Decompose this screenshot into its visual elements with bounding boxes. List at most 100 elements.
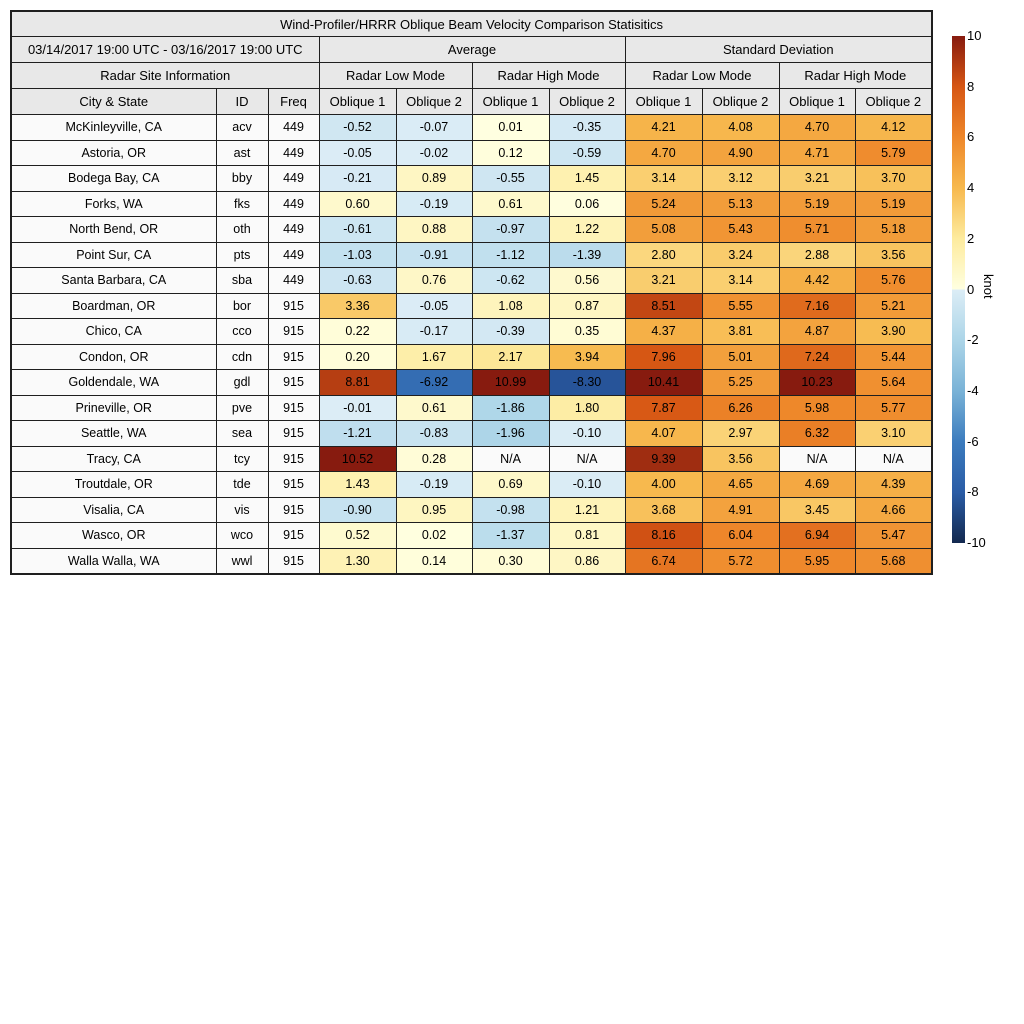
value-cell: -0.59 (548, 139, 626, 166)
colorbar-tick-label: -2 (967, 332, 979, 348)
mode-header-row: Radar Site Information Radar Low Mode Ra… (10, 62, 933, 89)
freq-cell: 915 (267, 547, 320, 574)
date-range: 03/14/2017 19:00 UTC - 03/16/2017 19:00 … (10, 36, 320, 63)
site-id-cell: sea (215, 420, 269, 447)
value-cell: 4.91 (701, 496, 780, 523)
id-header: ID (215, 88, 269, 115)
freq-cell: 915 (267, 292, 320, 319)
site-id-cell: tcy (215, 445, 269, 472)
site-id-cell: ast (215, 139, 269, 166)
freq-cell: 915 (267, 394, 320, 421)
value-cell: -1.39 (548, 241, 626, 268)
value-cell: -0.05 (395, 292, 473, 319)
value-cell: -1.96 (471, 420, 550, 447)
value-cell: -1.37 (471, 522, 550, 549)
value-cell: 0.86 (548, 547, 626, 574)
table-row: North Bend, OR oth 449 -0.61 0.88 -0.97 1.22 5.… (10, 216, 933, 243)
freq-cell: 915 (267, 318, 320, 345)
freq-header: Freq (267, 88, 320, 115)
value-cell: 2.88 (778, 241, 856, 268)
value-cell: -0.39 (471, 318, 550, 345)
value-cell: -1.03 (318, 241, 397, 268)
freq-cell: 449 (267, 190, 320, 217)
value-cell: 1.30 (318, 547, 397, 574)
table-row: Astoria, OR ast 449 -0.05 -0.02 0.12 -0.59 4.70… (10, 139, 933, 166)
group-std-header: Standard Deviation (624, 36, 933, 63)
table-row: Prineville, OR pve 915 -0.01 0.61 -1.86 1.80 7.… (10, 394, 933, 421)
table-row: Walla Walla, WA wwl 915 1.30 0.14 0.30 0.86 6.7… (10, 547, 933, 574)
value-cell: 5.01 (701, 343, 780, 370)
city-cell: McKinleyville, CA (10, 114, 217, 141)
value-cell: 5.47 (854, 522, 933, 549)
value-cell: 1.43 (318, 471, 397, 498)
site-id-cell: gdl (215, 369, 269, 396)
table-row: Troutdale, OR tde 915 1.43 -0.19 0.69 -0.10 4.0… (10, 471, 933, 498)
city-cell: Boardman, OR (10, 292, 217, 319)
value-cell: 6.32 (778, 420, 856, 447)
value-cell: 1.22 (548, 216, 626, 243)
value-cell: 6.26 (701, 394, 780, 421)
value-cell: 7.24 (778, 343, 856, 370)
value-cell: 10.99 (471, 369, 550, 396)
colorbar-tick-label: 0 (967, 281, 975, 297)
value-cell: 5.77 (854, 394, 933, 421)
city-cell: Forks, WA (10, 190, 217, 217)
city-cell: Visalia, CA (10, 496, 217, 523)
value-cell: 5.44 (854, 343, 933, 370)
value-cell: 0.61 (471, 190, 550, 217)
value-cell: -0.19 (395, 471, 473, 498)
value-cell: -0.90 (318, 496, 397, 523)
table-row: Forks, WA fks 449 0.60 -0.19 0.61 0.06 5.24 5.13… (10, 190, 933, 217)
value-cell: 4.65 (701, 471, 780, 498)
colorbar-tick-label: 4 (967, 180, 975, 196)
value-cell: 3.14 (701, 267, 780, 294)
value-cell: 3.24 (701, 241, 780, 268)
freq-cell: 449 (267, 114, 320, 141)
value-cell: 0.81 (548, 522, 626, 549)
value-cell: 5.13 (701, 190, 780, 217)
value-cell: 5.21 (854, 292, 933, 319)
value-cell: 0.35 (548, 318, 626, 345)
value-cell: -0.97 (471, 216, 550, 243)
colorbar-tick-label: 2 (967, 230, 975, 246)
value-cell: -1.86 (471, 394, 550, 421)
value-cell: 1.67 (395, 343, 473, 370)
table-row: Santa Barbara, CA sba 449 -0.63 0.76 -0.62 0.5… (10, 267, 933, 294)
value-cell: 0.60 (318, 190, 397, 217)
value-cell: 4.07 (624, 420, 703, 447)
freq-cell: 449 (267, 267, 320, 294)
value-cell: 6.74 (624, 547, 703, 574)
site-id-cell: bor (215, 292, 269, 319)
value-cell: -0.62 (471, 267, 550, 294)
city-cell: Tracy, CA (10, 445, 217, 472)
oblique1-header: Oblique 1 (318, 88, 397, 115)
value-cell: -0.17 (395, 318, 473, 345)
value-cell: 7.87 (624, 394, 703, 421)
site-id-cell: cdn (215, 343, 269, 370)
value-cell: 6.94 (778, 522, 856, 549)
value-cell: -0.10 (548, 471, 626, 498)
colorbar-tick-label: 10 (967, 28, 982, 43)
value-cell: 4.66 (854, 496, 933, 523)
oblique2-header: Oblique 2 (701, 88, 780, 115)
colorbar-tick-label: 6 (967, 129, 975, 145)
value-cell: 10.52 (318, 445, 397, 472)
city-cell: Wasco, OR (10, 522, 217, 549)
value-cell: 5.24 (624, 190, 703, 217)
value-cell: -0.21 (318, 165, 397, 192)
value-cell: 3.21 (624, 267, 703, 294)
value-cell: 3.56 (701, 445, 780, 472)
value-cell: 4.69 (778, 471, 856, 498)
value-cell: 9.39 (624, 445, 703, 472)
city-cell: Point Sur, CA (10, 241, 217, 268)
value-cell: 0.69 (471, 471, 550, 498)
value-cell: 2.17 (471, 343, 550, 370)
value-cell: -0.91 (395, 241, 473, 268)
freq-cell: 915 (267, 369, 320, 396)
site-id-cell: vis (215, 496, 269, 523)
freq-cell: 915 (267, 420, 320, 447)
value-cell: -0.83 (395, 420, 473, 447)
value-cell: 0.02 (395, 522, 473, 549)
freq-cell: 449 (267, 216, 320, 243)
avg-high-mode-header: Radar High Mode (471, 62, 626, 89)
